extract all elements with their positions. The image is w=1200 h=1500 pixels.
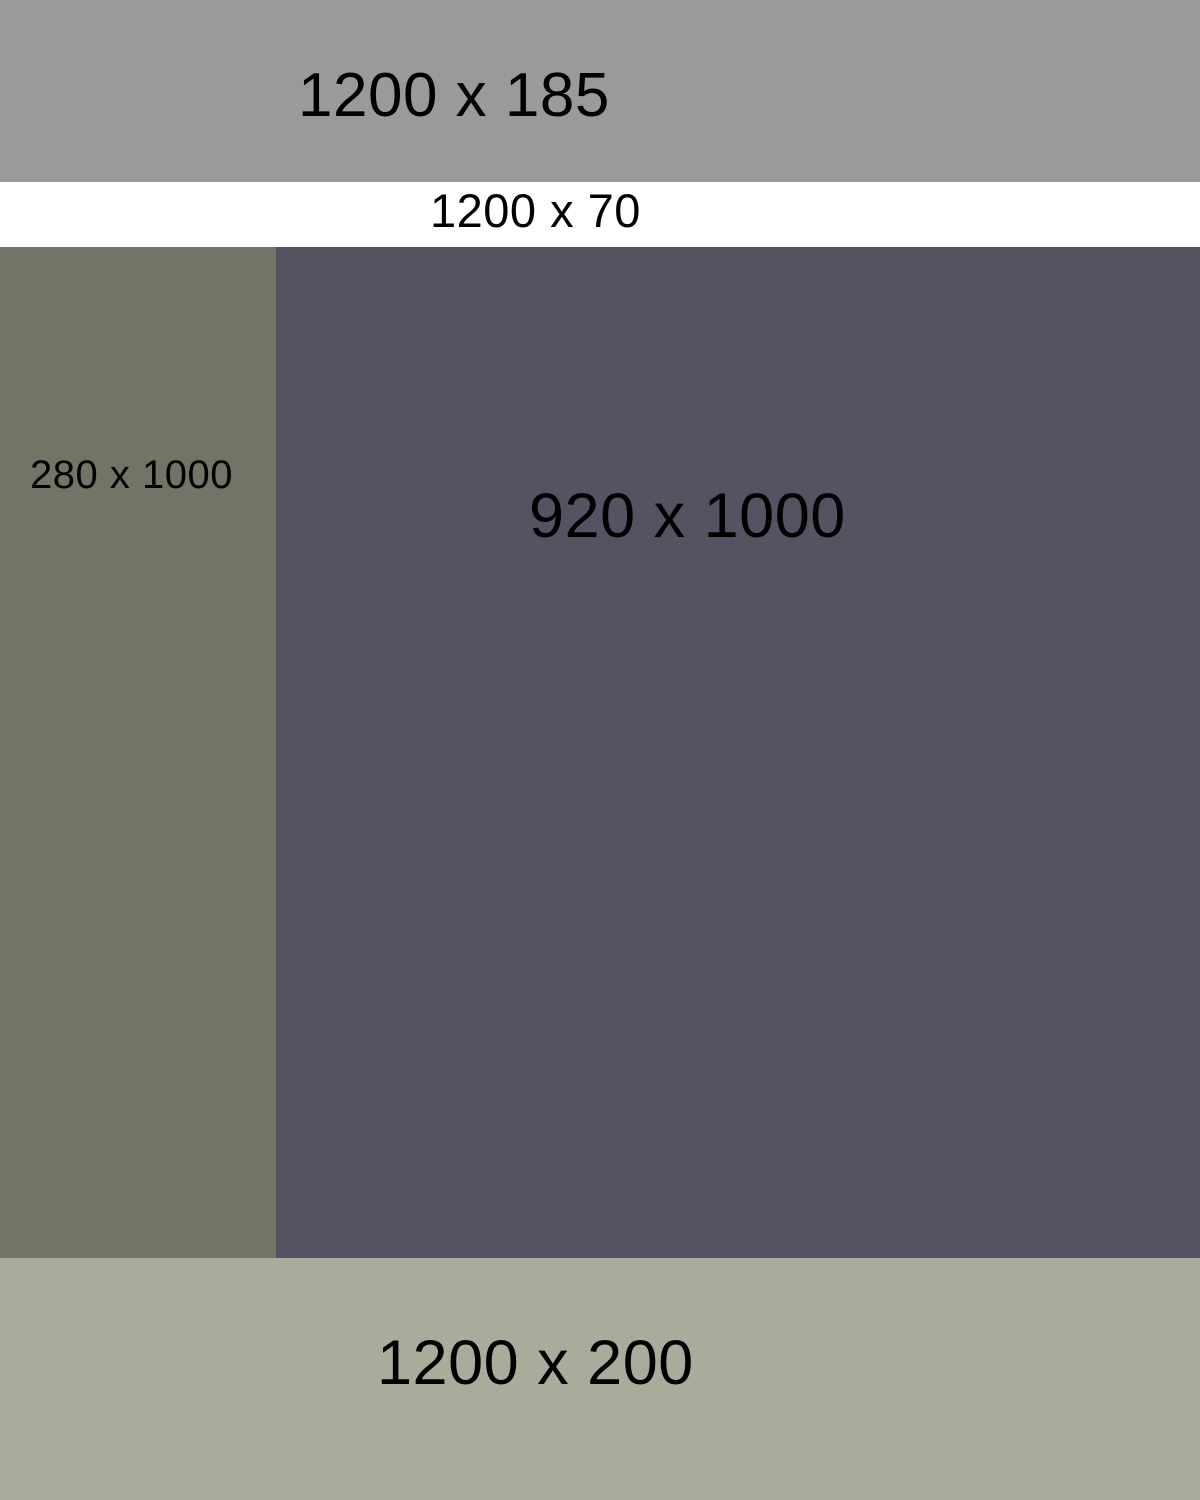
sidebar-size-label: 280 x 1000 bbox=[30, 453, 233, 497]
nav-region: 1200 x 70 bbox=[0, 182, 1200, 247]
footer-region: 1200 x 200 bbox=[0, 1258, 1200, 1500]
header-region: 1200 x 185 bbox=[0, 0, 1200, 182]
main-size-label: 920 x 1000 bbox=[529, 481, 846, 551]
footer-size-label: 1200 x 200 bbox=[377, 1328, 694, 1398]
nav-size-label: 1200 x 70 bbox=[430, 184, 641, 237]
header-size-label: 1200 x 185 bbox=[298, 61, 610, 130]
sidebar-region: 280 x 1000 bbox=[0, 247, 276, 1258]
main-region: 920 x 1000 bbox=[276, 247, 1200, 1258]
